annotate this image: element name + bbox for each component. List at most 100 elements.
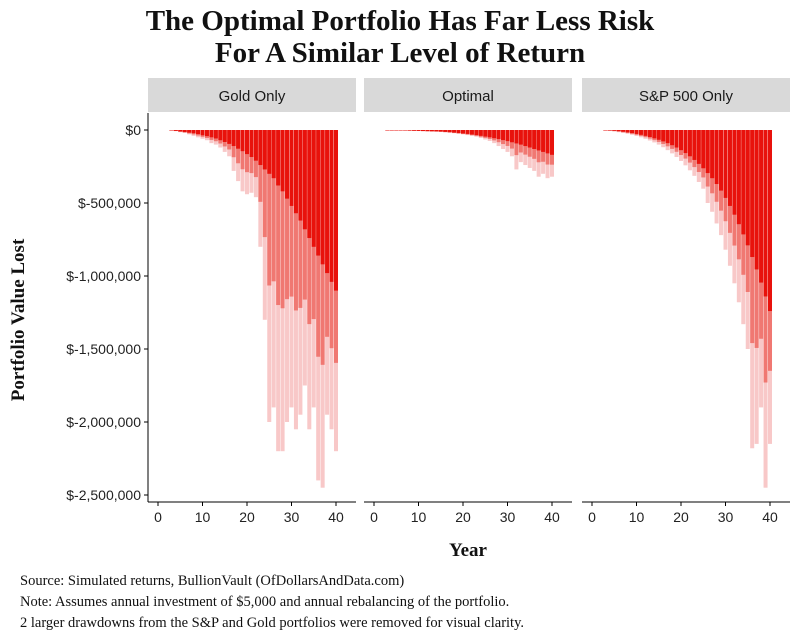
bar-typical	[407, 130, 412, 131]
bar-typical	[302, 130, 307, 230]
bar-typical	[549, 130, 555, 155]
bar-typical	[443, 130, 448, 132]
bar-typical	[389, 130, 394, 131]
bar-typical	[634, 130, 639, 134]
bar-typical	[661, 130, 666, 142]
bar-typical	[545, 130, 550, 154]
x-tick-label: 0	[588, 509, 596, 525]
bar-typical	[311, 130, 316, 247]
bar-typical	[240, 130, 245, 152]
y-axis-label: Portfolio Value Lost	[8, 238, 29, 402]
chart-title-line-1: The Optimal Portfolio Has Far Less Risk	[145, 5, 655, 37]
bar-mid	[262, 130, 267, 238]
method-note: Note: Assumes annual investment of $5,00…	[20, 594, 510, 610]
bar-typical	[452, 130, 457, 133]
bar-typical	[231, 130, 236, 147]
bar-typical	[670, 130, 675, 146]
bar-typical	[696, 130, 701, 164]
bar-typical	[191, 130, 196, 134]
x-tick-label: 20	[455, 509, 471, 525]
facet-label: Optimal	[442, 88, 494, 105]
y-tick-label: $-2,500,000	[66, 487, 141, 503]
bar-typical	[236, 130, 241, 149]
bar-typical	[496, 130, 501, 140]
bar-typical	[209, 130, 214, 138]
x-tick-label: 30	[500, 509, 516, 525]
bar-typical	[307, 130, 312, 239]
bar-typical	[258, 130, 263, 166]
footer-notes: Source: Simulated returns, BullionVault …	[20, 571, 524, 634]
bar-typical	[665, 130, 670, 144]
bar-typical	[527, 130, 532, 148]
bar-typical	[683, 130, 688, 154]
bar-typical	[656, 130, 661, 140]
bar-mid	[258, 130, 263, 202]
bar-typical	[710, 130, 715, 179]
bar-typical	[325, 130, 330, 274]
bar-typical	[320, 130, 325, 265]
bar-mid	[267, 130, 272, 286]
bar-typical	[244, 130, 250, 155]
bar-typical	[763, 130, 768, 297]
bar-mid	[276, 130, 281, 306]
bar-typical	[643, 130, 648, 136]
bar-mid	[289, 130, 294, 297]
bar-typical	[429, 130, 434, 132]
clarity-note: 2 larger drawdowns from the S&P and Gold…	[20, 615, 525, 631]
bar-typical	[425, 130, 430, 132]
bar-typical	[438, 130, 443, 132]
bar-typical	[478, 130, 483, 136]
bar-typical	[692, 130, 697, 160]
bar-typical	[227, 130, 232, 144]
bar-typical	[222, 130, 227, 142]
bar-typical	[213, 130, 218, 139]
bar-typical	[736, 130, 741, 225]
bar-typical	[298, 130, 303, 221]
bar-typical	[293, 130, 298, 214]
bar-typical	[398, 130, 403, 131]
bar-typical	[289, 130, 294, 206]
bar-typical	[603, 130, 608, 131]
bar-typical	[719, 130, 724, 191]
facet-strip	[582, 78, 790, 112]
x-tick-label: 40	[544, 509, 560, 525]
bar-typical	[759, 130, 764, 283]
bar-typical	[329, 130, 334, 282]
y-tick-label: $-1,000,000	[66, 268, 141, 284]
bar-typical	[204, 130, 209, 137]
bar-typical	[741, 130, 746, 235]
x-tick-label: 20	[673, 509, 689, 525]
bar-typical	[723, 130, 728, 198]
bar-typical	[474, 130, 479, 136]
bar-typical	[492, 130, 497, 139]
bar-typical	[196, 130, 201, 135]
bar-typical	[200, 130, 205, 136]
y-tick-label: $-500,000	[78, 195, 141, 211]
bar-typical	[403, 130, 408, 131]
x-tick-label: 10	[411, 509, 427, 525]
bar-typical	[630, 130, 635, 134]
bar-typical	[727, 130, 732, 206]
bar-typical	[523, 130, 528, 147]
bar-typical	[745, 130, 750, 246]
bar-typical	[385, 130, 390, 131]
bar-typical	[285, 130, 290, 199]
y-tick-label: $-2,000,000	[66, 414, 141, 430]
bar-typical	[169, 130, 174, 131]
bar-typical	[416, 130, 421, 131]
bar-typical	[652, 130, 657, 139]
source-note: Source: Simulated returns, BullionVault …	[20, 573, 405, 589]
bar-typical	[487, 130, 492, 138]
bar-typical	[714, 130, 719, 185]
bar-typical	[271, 130, 276, 179]
bar-typical	[483, 130, 488, 137]
bar-typical	[469, 130, 474, 135]
bar-typical	[505, 130, 510, 142]
bar-typical	[465, 130, 470, 134]
bar-typical	[518, 130, 523, 145]
x-tick-label: 10	[629, 509, 645, 525]
facet-strip	[148, 78, 356, 112]
bar-typical	[607, 130, 612, 131]
x-axis-label: Year	[449, 540, 487, 561]
bar-typical	[182, 130, 187, 133]
